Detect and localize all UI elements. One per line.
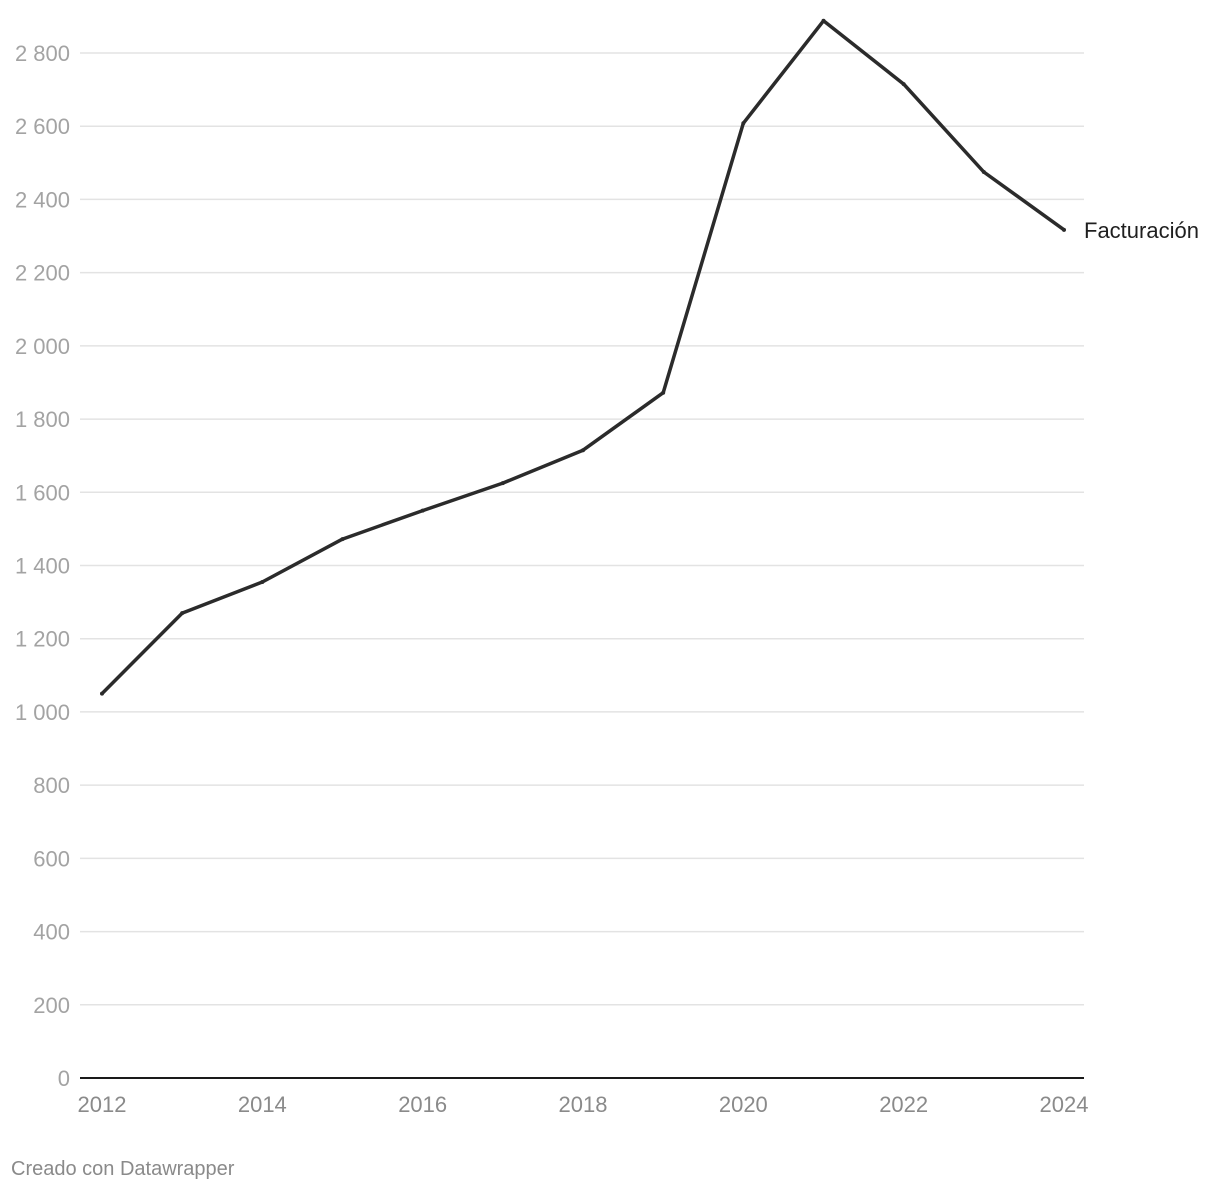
x-tick-label-2022: 2022 xyxy=(879,1092,928,1117)
y-tick-label-1400: 1 400 xyxy=(15,554,70,579)
x-tick-label-2024: 2024 xyxy=(1040,1092,1089,1117)
y-tick-label-200: 200 xyxy=(33,993,70,1018)
y-tick-label-2400: 2 400 xyxy=(15,187,70,212)
x-tick-label-2020: 2020 xyxy=(719,1092,768,1117)
data-point-2019 xyxy=(661,390,666,395)
y-tick-label-400: 400 xyxy=(33,920,70,945)
data-point-2014 xyxy=(260,579,265,584)
y-tick-label-2000: 2 000 xyxy=(15,334,70,359)
y-tick-label-600: 600 xyxy=(33,846,70,871)
data-point-2022 xyxy=(901,82,906,87)
y-tick-label-2200: 2 200 xyxy=(15,261,70,286)
y-axis: 0 200 400 600 800 1 000 1 200 1 400 1 600 1 800 2 … xyxy=(15,41,70,1091)
data-point-2015 xyxy=(340,537,345,542)
x-tick-label-2014: 2014 xyxy=(238,1092,287,1117)
y-tick-label-0: 0 xyxy=(58,1066,70,1091)
data-point-2017 xyxy=(500,481,505,486)
data-point-2016 xyxy=(420,508,425,513)
data-point-2018 xyxy=(581,448,585,453)
data-point-2024 xyxy=(1062,227,1066,232)
y-tick-label-2800: 2 800 xyxy=(15,41,70,66)
series-group: Facturación xyxy=(100,18,1199,696)
data-point-2020 xyxy=(741,121,746,126)
y-tick-label-1600: 1 600 xyxy=(15,480,70,505)
y-tick-label-800: 800 xyxy=(33,773,70,798)
series-label: Facturación xyxy=(1084,218,1199,243)
y-tick-label-1000: 1 000 xyxy=(15,700,70,725)
data-point-2023 xyxy=(981,169,986,174)
series-line-0 xyxy=(100,19,1066,696)
x-tick-label-2012: 2012 xyxy=(78,1092,127,1117)
y-tick-label-1800: 1 800 xyxy=(15,407,70,432)
grid-lines xyxy=(80,52,1084,1006)
y-tick-label-1200: 1 200 xyxy=(15,627,70,652)
data-point-2013 xyxy=(180,611,185,616)
footer-credit: Creado con Datawrapper xyxy=(11,1158,235,1180)
data-point-2012 xyxy=(100,691,104,696)
x-axis: 2012 2014 2016 2018 2020 2022 2024 xyxy=(78,1077,1089,1117)
x-tick-label-2018: 2018 xyxy=(559,1092,608,1117)
x-tick-label-2016: 2016 xyxy=(398,1092,447,1117)
y-tick-label-2600: 2 600 xyxy=(15,114,70,139)
data-point-2021 xyxy=(821,18,826,23)
